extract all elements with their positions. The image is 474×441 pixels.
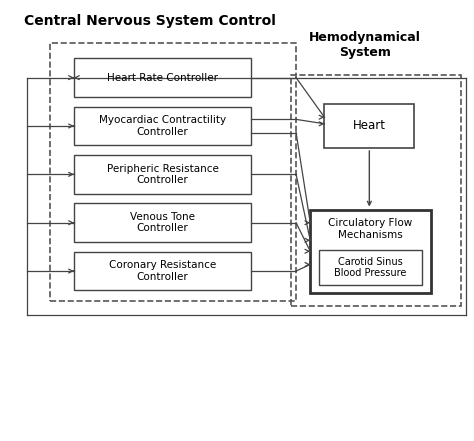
Bar xyxy=(292,75,462,306)
Text: Coronary Resistance
Controller: Coronary Resistance Controller xyxy=(109,260,216,282)
Text: Carotid Sinus
Blood Pressure: Carotid Sinus Blood Pressure xyxy=(334,257,407,278)
Text: Venous Tone
Controller: Venous Tone Controller xyxy=(130,212,195,233)
Text: Central Nervous System Control: Central Nervous System Control xyxy=(24,14,276,28)
Bar xyxy=(74,252,251,290)
Text: Circulatory Flow
Mechanisms: Circulatory Flow Mechanisms xyxy=(328,218,413,240)
Bar xyxy=(74,203,251,242)
Bar xyxy=(74,155,251,194)
Text: Heart Rate Controller: Heart Rate Controller xyxy=(107,73,218,82)
Text: Heart: Heart xyxy=(353,120,386,132)
Bar xyxy=(319,250,422,285)
Text: Hemodynamical
System: Hemodynamical System xyxy=(309,31,420,60)
Bar xyxy=(74,58,251,97)
Bar xyxy=(324,104,414,148)
Bar xyxy=(74,107,251,146)
Text: Peripheric Resistance
Controller: Peripheric Resistance Controller xyxy=(107,164,219,185)
Bar xyxy=(50,43,296,301)
Text: Myocardiac Contractility
Controller: Myocardiac Contractility Controller xyxy=(99,115,226,137)
Bar xyxy=(310,209,431,293)
